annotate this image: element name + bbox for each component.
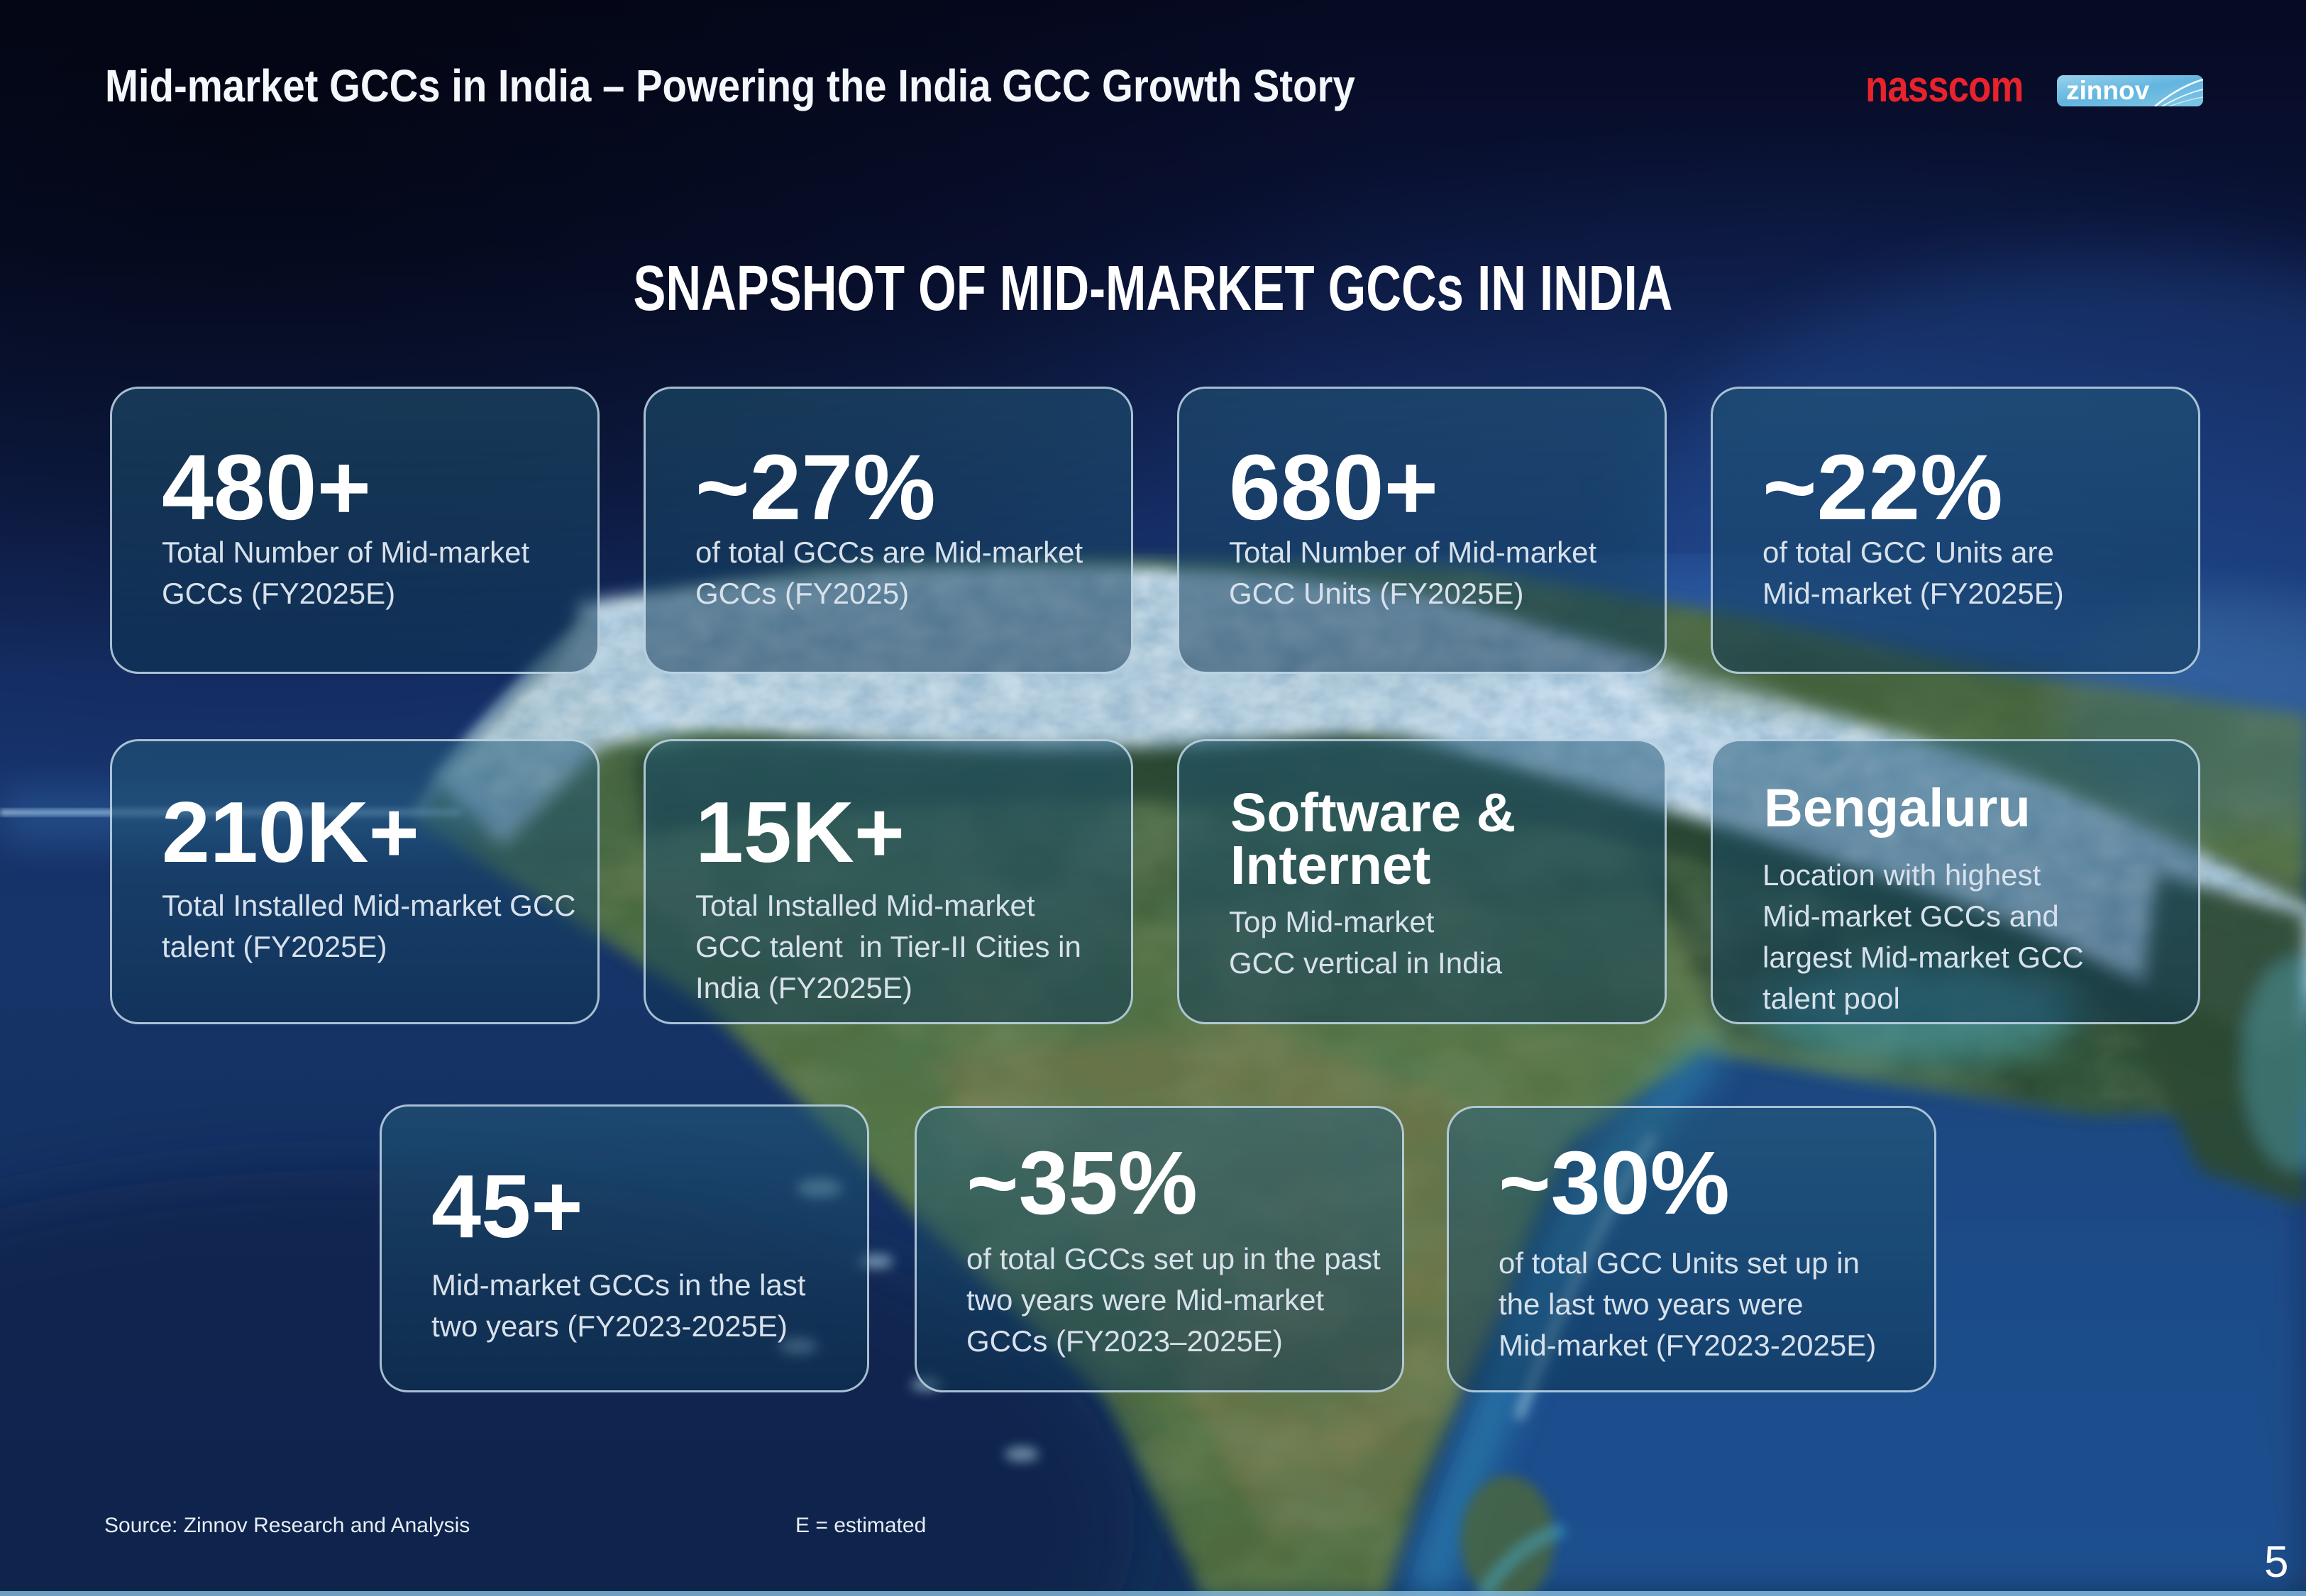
svg-text:zinnov: zinnov: [2066, 76, 2150, 105]
